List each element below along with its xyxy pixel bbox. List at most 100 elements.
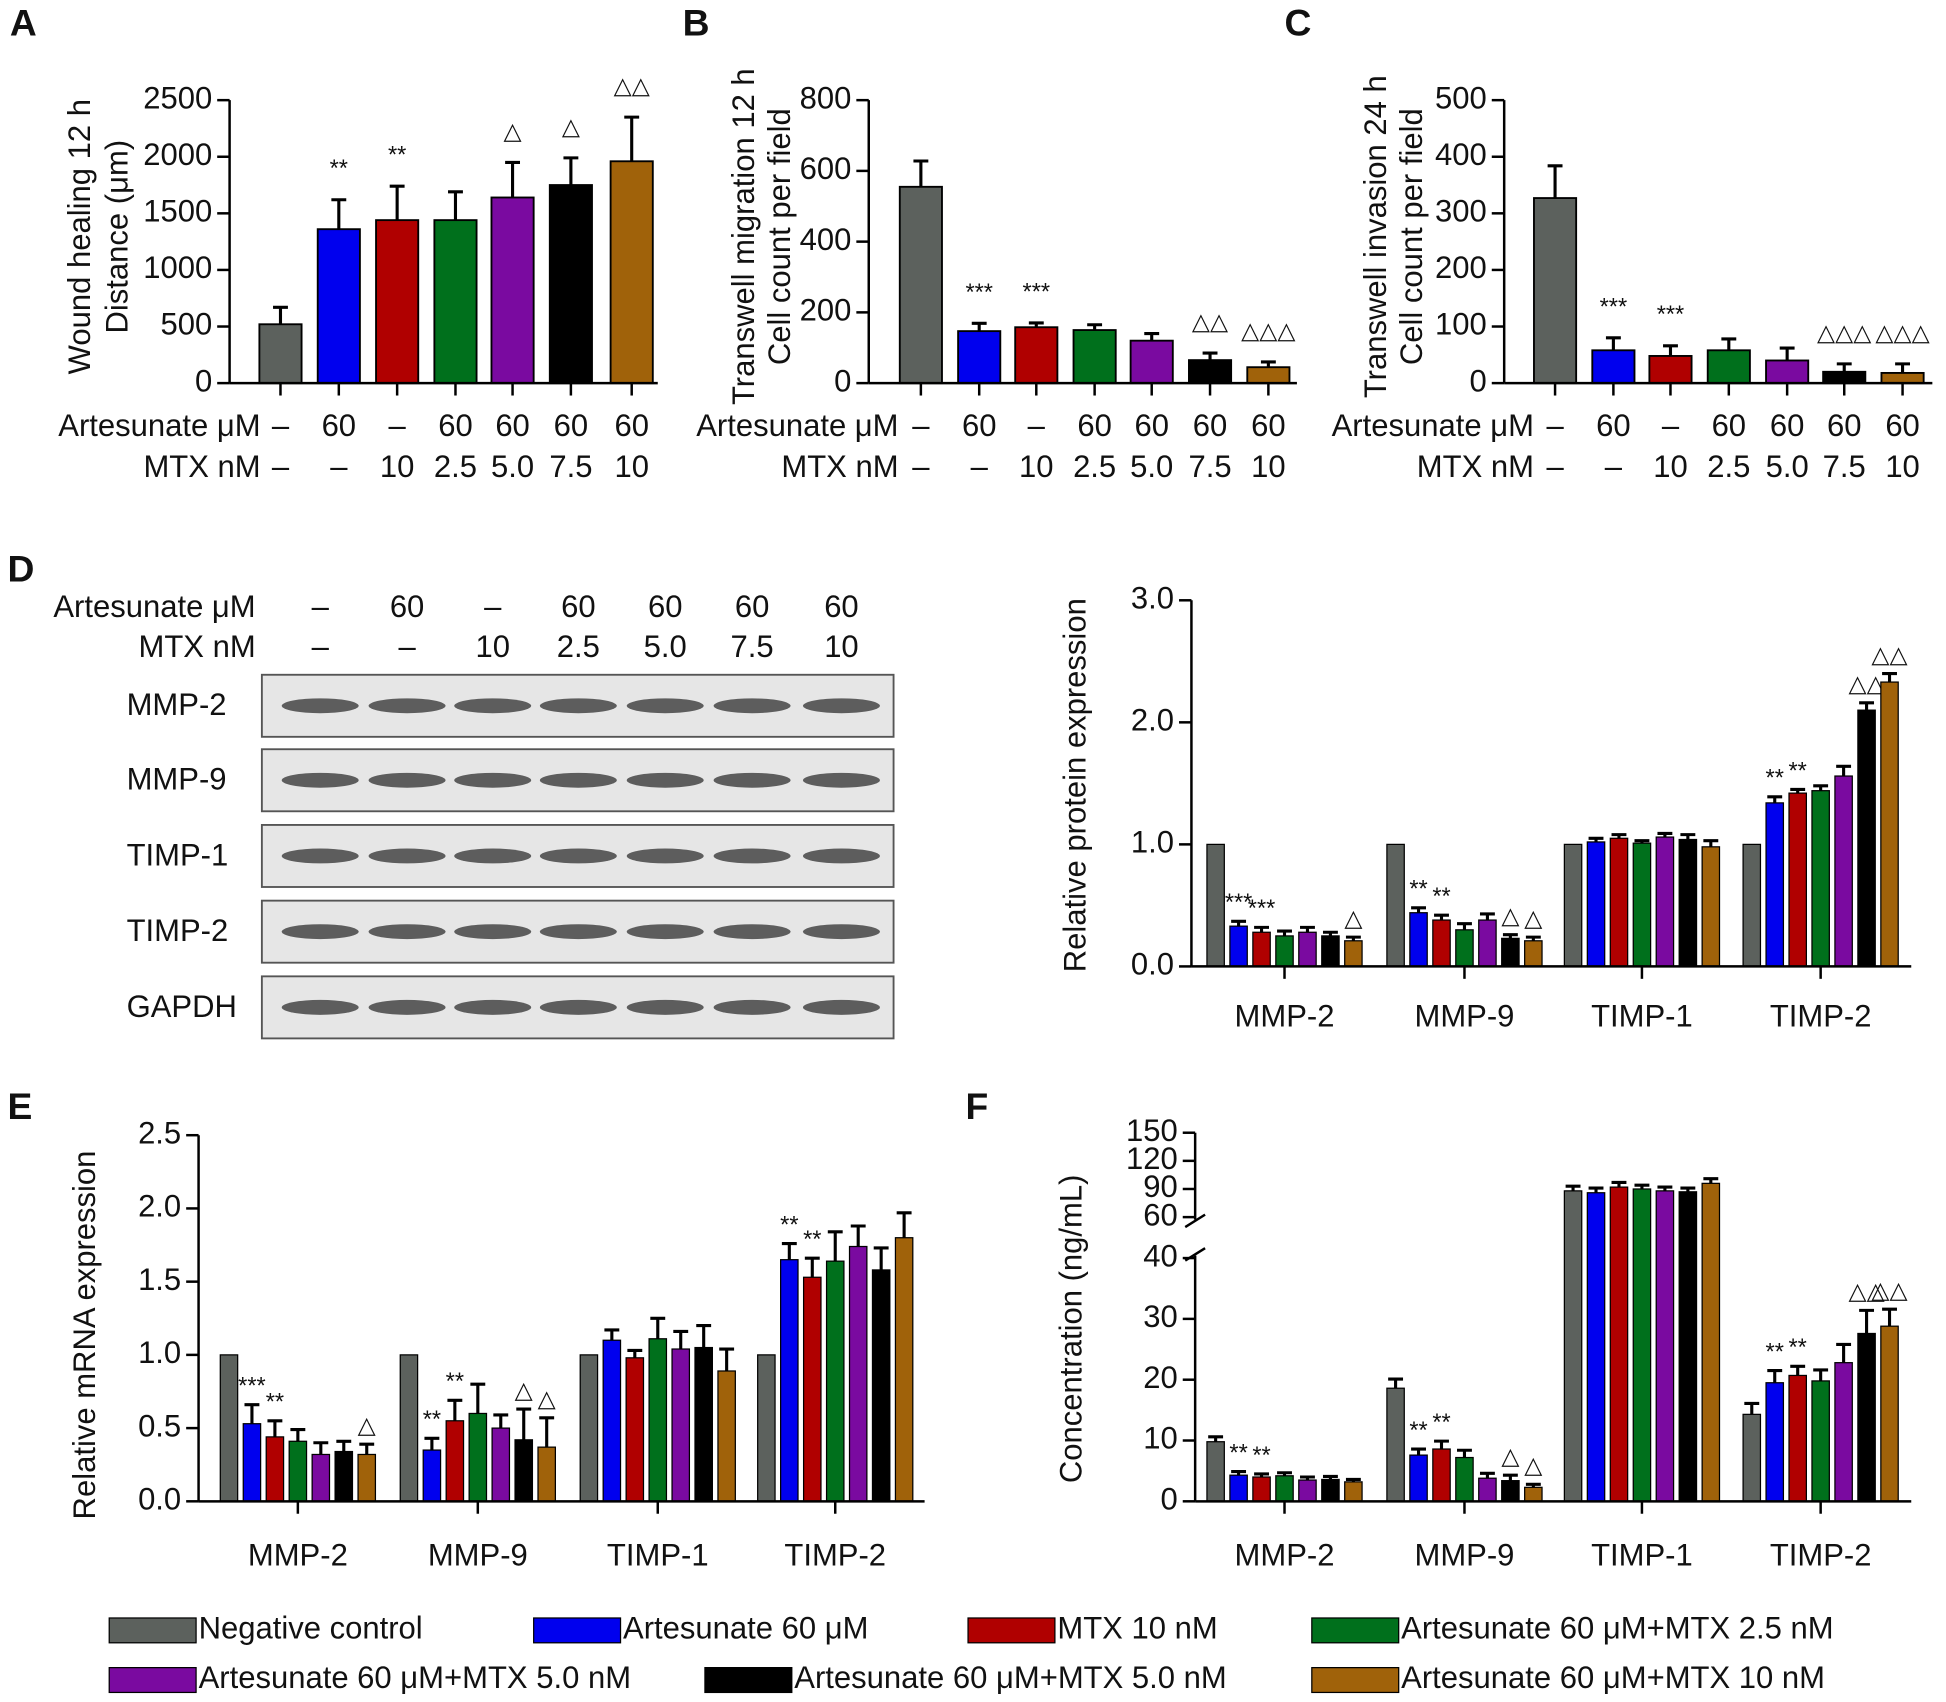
bar — [1701, 846, 1721, 968]
significance-label: ** — [423, 1406, 441, 1432]
y-axis-title: Relative mRNA expression — [67, 1151, 102, 1520]
condition-label: Artesunate μM — [1332, 408, 1534, 443]
x-tick-label: TIMP-1 — [1591, 999, 1693, 1034]
blot-band — [539, 924, 617, 940]
x-tick-label: MMP-9 — [428, 1537, 528, 1572]
y-tick-label: 2500 — [143, 80, 212, 115]
error-bar — [1813, 1368, 1829, 1381]
significance-label: △ — [503, 118, 522, 144]
bar — [1632, 842, 1652, 968]
significance-label: ** — [1409, 876, 1427, 902]
bar — [1344, 1481, 1363, 1502]
y-tick-label: 200 — [800, 293, 852, 328]
error-bar — [1744, 1401, 1760, 1415]
significance-label: *** — [1023, 278, 1051, 304]
error-bar — [1277, 929, 1292, 936]
condition-value: 60 — [322, 408, 356, 443]
error-bar — [650, 1316, 666, 1339]
y-tick-label: 0 — [1161, 1482, 1178, 1517]
bar — [1229, 1474, 1248, 1502]
bar — [602, 1339, 622, 1502]
condition-value: 10 — [380, 449, 415, 484]
bar — [1275, 935, 1294, 968]
bar — [265, 1436, 285, 1502]
condition-value: 60 — [1077, 408, 1112, 443]
error-bar — [1434, 1439, 1449, 1450]
error-bar — [1434, 913, 1449, 921]
panel-letter: F — [966, 1085, 989, 1127]
blot-band — [713, 772, 791, 788]
error-bar — [1411, 906, 1426, 913]
bar — [288, 1440, 308, 1502]
bar — [1822, 370, 1867, 385]
bar — [433, 219, 478, 385]
error-bar — [424, 1436, 440, 1451]
blot-band — [713, 698, 791, 714]
error-bar — [673, 1329, 689, 1350]
error-bar — [696, 1324, 712, 1348]
bar — [1524, 940, 1543, 968]
y-tick-label: 800 — [800, 80, 852, 115]
bar — [694, 1346, 713, 1502]
significance-label: ** — [330, 155, 348, 181]
significance-label: ** — [803, 1226, 821, 1252]
condition-value: 7.5 — [1823, 449, 1866, 484]
bar — [1246, 366, 1291, 385]
blot-band — [454, 924, 532, 940]
bar — [468, 1412, 488, 1502]
condition-value: – — [312, 589, 330, 624]
bar — [1742, 1413, 1762, 1502]
y-axis-title: Wound healing 12 h — [62, 99, 97, 374]
significance-label: ** — [1766, 765, 1784, 791]
legend-label: MTX 10 nM — [1057, 1611, 1217, 1646]
bar — [422, 1449, 442, 1502]
y-axis-title: Cell count per field — [1394, 108, 1429, 365]
y-tick-label: 2000 — [143, 137, 212, 172]
blot-row-label: TIMP-2 — [127, 913, 229, 948]
error-bar — [1634, 1183, 1650, 1189]
bar — [1632, 1188, 1652, 1502]
condition-value: – — [1028, 408, 1046, 443]
bar — [1857, 709, 1876, 968]
bar — [579, 1354, 599, 1502]
error-bar — [1254, 925, 1269, 933]
bar — [825, 1260, 845, 1502]
condition-value: 60 — [1712, 408, 1747, 443]
blot-band — [539, 772, 617, 788]
condition-value: 5.0 — [644, 629, 687, 664]
bar — [1563, 1190, 1583, 1502]
y-tick-label: 500 — [160, 307, 212, 342]
x-tick-label: TIMP-2 — [1770, 1537, 1872, 1572]
error-bar — [1202, 351, 1218, 361]
error-bar — [624, 115, 640, 162]
error-bar — [1895, 362, 1911, 373]
bar — [898, 185, 943, 385]
significance-label: ** — [1789, 757, 1807, 783]
error-bar — [313, 1441, 329, 1455]
bar — [1880, 1325, 1899, 1502]
bar — [957, 330, 1002, 385]
blot-band — [368, 698, 446, 714]
blot-band — [281, 848, 359, 864]
condition-value: 10 — [1653, 449, 1688, 484]
significance-label: *** — [1248, 895, 1276, 921]
bar — [1386, 1387, 1405, 1502]
bar — [625, 1357, 645, 1502]
condition-value: – — [484, 589, 502, 624]
condition-value: 60 — [1134, 408, 1169, 443]
condition-value: 60 — [1193, 408, 1228, 443]
error-bar — [389, 184, 405, 221]
blot-band — [713, 999, 791, 1015]
condition-value: 60 — [1827, 408, 1862, 443]
error-bar — [1790, 1364, 1806, 1376]
error-bar — [516, 1407, 532, 1440]
blot-band — [539, 999, 617, 1015]
condition-value: 2.5 — [434, 449, 477, 484]
bar — [1655, 1190, 1675, 1502]
significance-label: △△△ — [1817, 319, 1872, 345]
legend-swatch — [108, 1617, 197, 1644]
x-tick-label: MMP-2 — [248, 1537, 348, 1572]
significance-label: *** — [1600, 293, 1628, 319]
significance-label: △ — [1344, 905, 1363, 931]
blot-band — [539, 698, 617, 714]
